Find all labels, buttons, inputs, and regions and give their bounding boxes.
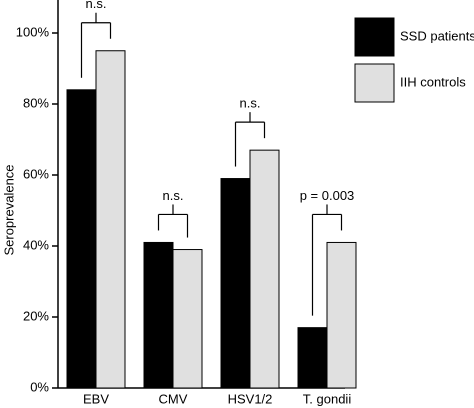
bar (95, 50, 126, 389)
y-tick-label: 20% (23, 308, 49, 323)
significance-label: n.s. (240, 96, 261, 111)
legend-swatch (354, 63, 395, 103)
bar (249, 149, 280, 389)
significance-label: p = 0.003 (300, 188, 355, 203)
significance-label: n.s. (86, 0, 107, 11)
y-tick-label: 0% (30, 379, 49, 394)
y-tick-label: 60% (23, 166, 49, 181)
bar (66, 89, 97, 389)
legend-label: SSD patients (400, 28, 474, 43)
x-tick-label: HSV1/2 (228, 391, 273, 406)
bar (143, 241, 174, 389)
legend-label: IIH controls (400, 74, 466, 89)
bar (326, 241, 357, 389)
x-tick-label: EBV (83, 391, 109, 406)
x-tick-label: T. gondii (303, 391, 352, 406)
x-tick-label: CMV (159, 391, 188, 406)
bar (297, 327, 328, 389)
y-tick-label: 100% (16, 24, 50, 39)
legend-swatch (354, 17, 395, 57)
y-tick-label: 80% (23, 95, 49, 110)
bar (172, 249, 203, 389)
y-tick-label: 40% (23, 237, 49, 252)
significance-label: n.s. (163, 188, 184, 203)
bar (220, 178, 251, 389)
y-axis-label: Seroprevalence (1, 164, 16, 255)
